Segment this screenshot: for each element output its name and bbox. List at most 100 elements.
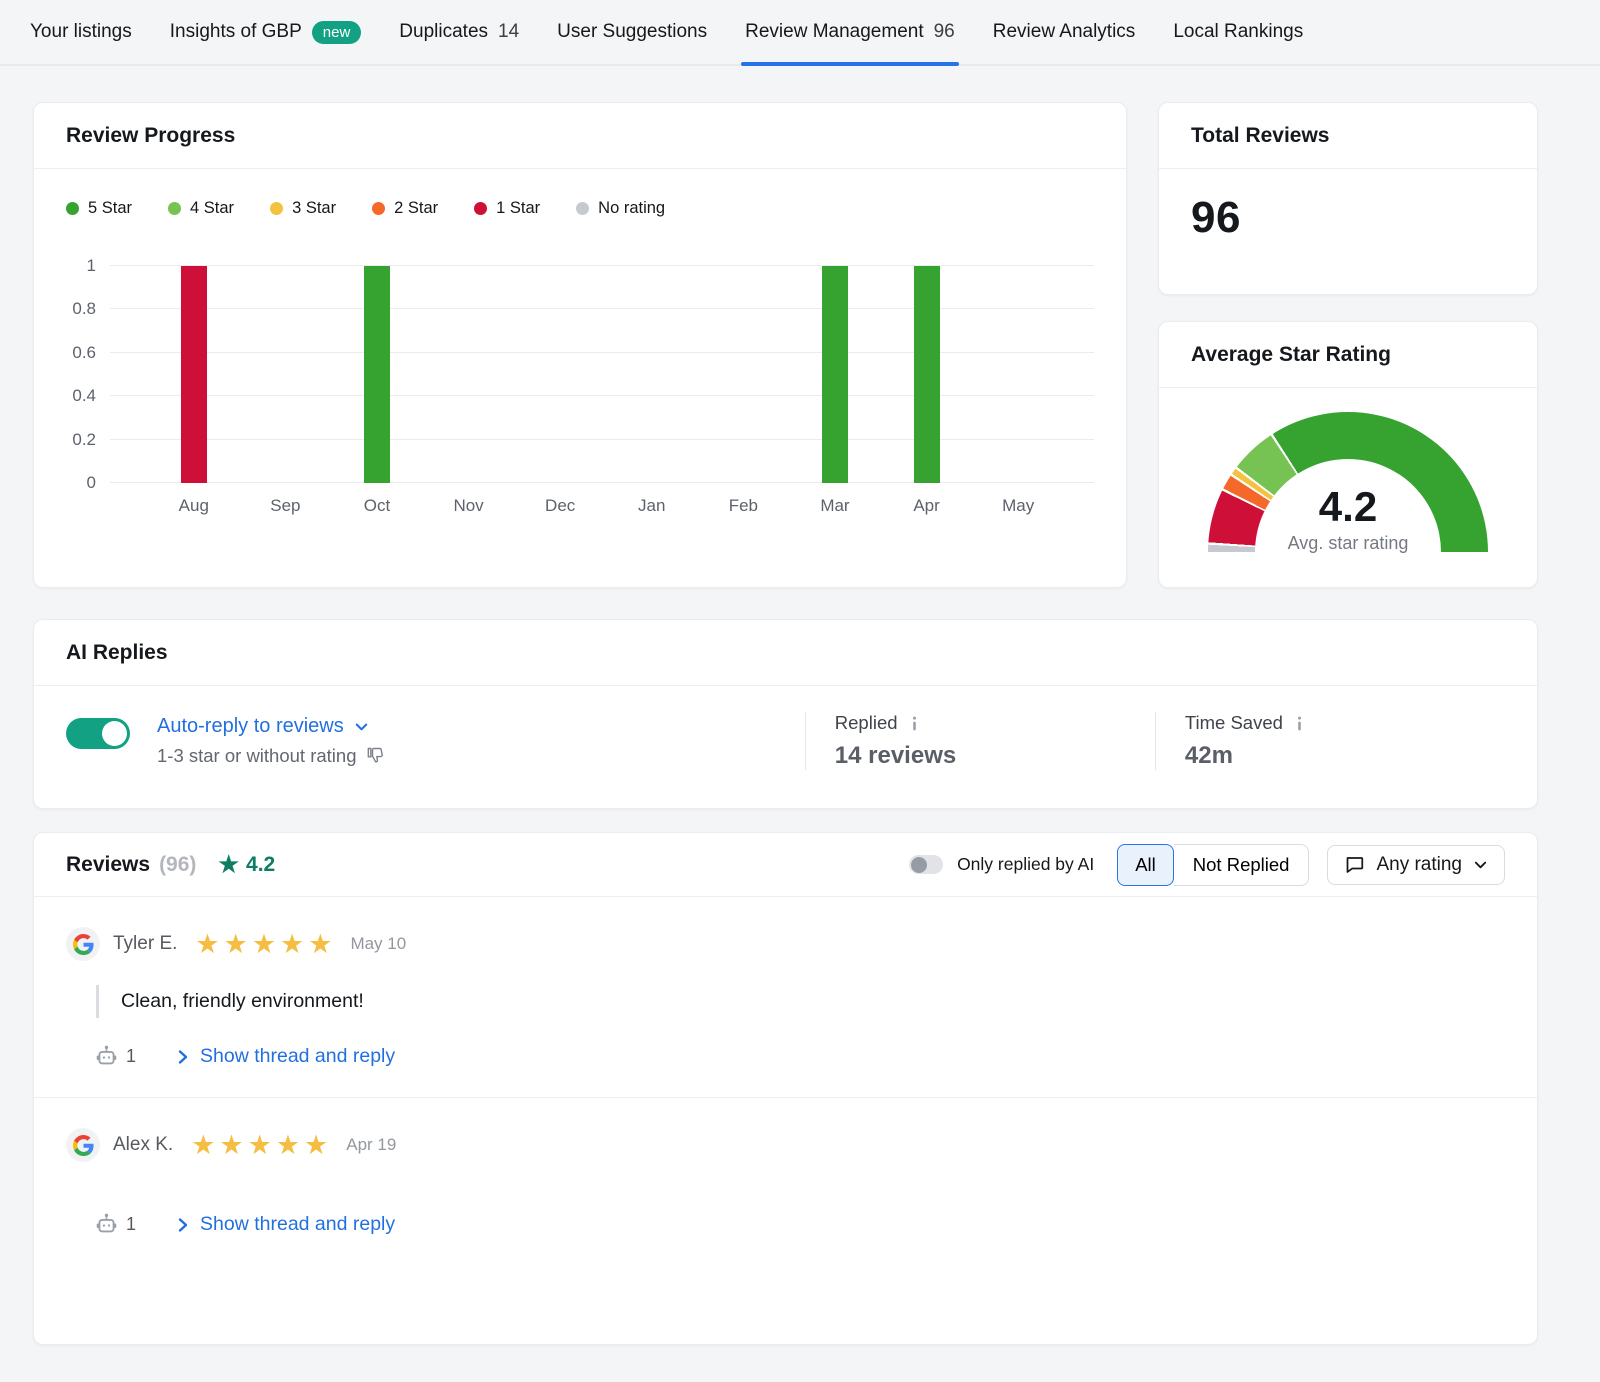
tab-label: Local Rankings: [1173, 21, 1303, 43]
chart-month-slot: [606, 266, 698, 483]
legend-label: 1 Star: [496, 199, 540, 218]
chart-month-slot: [423, 266, 515, 483]
filter-all-button[interactable]: All: [1117, 844, 1174, 886]
chart-y-tick-label: 1: [87, 256, 96, 276]
chart-month-slot: [514, 266, 606, 483]
reviews-average-rating: ★ 4.2: [218, 851, 275, 878]
chart-y-tick-label: 0.4: [72, 386, 96, 406]
reviewer-name: Tyler E.: [113, 933, 177, 955]
info-icon[interactable]: [908, 716, 921, 731]
legend-label: No rating: [598, 199, 665, 218]
legend-label: 5 Star: [88, 199, 132, 218]
tab-your-listings[interactable]: Your listings: [30, 0, 132, 64]
ai-reply-count: 1: [126, 1046, 136, 1067]
tab-local-rankings[interactable]: Local Rankings: [1173, 0, 1303, 64]
ai-robot-icon: [94, 1212, 119, 1237]
replied-filter-segmented: All Not Replied: [1117, 844, 1309, 886]
chart-y-axis: 00.20.40.60.81: [66, 266, 110, 483]
only-replied-by-ai-toggle[interactable]: [909, 855, 943, 874]
tab-count: 14: [498, 21, 519, 43]
chart-month-slot: [331, 266, 423, 483]
average-star-rating-title: Average Star Rating: [1159, 322, 1537, 388]
tab-user-suggestions[interactable]: User Suggestions: [557, 0, 707, 64]
chart-month-slot: [789, 266, 881, 483]
time-saved-value: 42m: [1185, 742, 1505, 770]
tab-label: User Suggestions: [557, 21, 707, 43]
chart-x-tick-label: Feb: [698, 496, 790, 516]
average-star-rating-card: Average Star Rating 4.2 Avg. star rating: [1158, 321, 1538, 588]
star-icon: ★: [218, 851, 239, 878]
auto-reply-criteria: 1-3 star or without rating: [157, 745, 356, 767]
filter-not-replied-button[interactable]: Not Replied: [1174, 844, 1310, 886]
speech-bubble-icon: [1344, 854, 1365, 875]
chart-y-tick-label: 0: [87, 473, 96, 493]
legend-item-3-star[interactable]: 3 Star: [270, 199, 336, 218]
chevron-down-icon: [1473, 857, 1488, 872]
thumbs-down-icon[interactable]: [365, 746, 385, 766]
legend-dot: [576, 202, 589, 215]
chart-x-tick-label: Jan: [606, 496, 698, 516]
legend-dot: [474, 202, 487, 215]
review-progress-card: Review Progress 5 Star 4 Star 3 Star 2 S…: [33, 102, 1127, 588]
chart-x-tick-label: May: [972, 496, 1064, 516]
time-saved-stat: Time Saved 42m: [1155, 712, 1505, 770]
legend-dot: [372, 202, 385, 215]
reviews-count: (96): [159, 853, 196, 877]
legend-item-4-star[interactable]: 4 Star: [168, 199, 234, 218]
tab-count: 96: [934, 21, 955, 43]
tab-review-management[interactable]: Review Management 96: [745, 0, 955, 64]
review-progress-title: Review Progress: [34, 103, 1126, 169]
review-row: Alex K. ★★★★★ Apr 19 1 Show thread and r…: [34, 1097, 1537, 1237]
chart-month-slot: [881, 266, 973, 483]
chart-month-slot: [240, 266, 332, 483]
google-logo-avatar: [66, 927, 100, 961]
tab-insights-of-gbp[interactable]: Insights of GBP new: [170, 0, 362, 64]
rating-filter-value: Any rating: [1376, 854, 1462, 876]
auto-reply-toggle[interactable]: [66, 718, 130, 749]
chart-legend: 5 Star 4 Star 3 Star 2 Star 1 Star No ra…: [66, 199, 1094, 218]
only-replied-by-ai-label: Only replied by AI: [957, 854, 1094, 875]
new-badge: new: [312, 21, 362, 44]
legend-label: 4 Star: [190, 199, 234, 218]
legend-item-2-star[interactable]: 2 Star: [372, 199, 438, 218]
google-logo-avatar: [66, 1128, 100, 1162]
ai-replies-title: AI Replies: [34, 620, 1537, 686]
chevron-right-icon: [176, 1217, 190, 1233]
time-saved-label: Time Saved: [1185, 712, 1283, 734]
legend-item-no-rating[interactable]: No rating: [576, 199, 665, 218]
total-reviews-value: 96: [1159, 169, 1537, 267]
chart-month-slot: [698, 266, 790, 483]
auto-reply-dropdown[interactable]: Auto-reply to reviews: [157, 715, 385, 738]
avg-rating-value: 4.2: [1208, 483, 1488, 531]
rating-filter-dropdown[interactable]: Any rating: [1327, 845, 1505, 885]
tab-review-analytics[interactable]: Review Analytics: [993, 0, 1136, 64]
legend-item-1-star[interactable]: 1 Star: [474, 199, 540, 218]
info-icon[interactable]: [1293, 716, 1306, 731]
chart-x-tick-label: Oct: [331, 496, 423, 516]
avg-rating-caption: Avg. star rating: [1208, 533, 1488, 554]
replied-label: Replied: [835, 712, 898, 734]
chart-bar-5-star: [914, 266, 940, 483]
legend-dot: [168, 202, 181, 215]
legend-item-5-star[interactable]: 5 Star: [66, 199, 132, 218]
review-star-rating: ★★★★★: [191, 1132, 332, 1159]
show-thread-link[interactable]: Show thread and reply: [176, 1045, 395, 1068]
reviews-title: Reviews: [66, 853, 150, 877]
chart-plot-area: [110, 266, 1094, 483]
rating-gauge: 4.2 Avg. star rating: [1208, 412, 1488, 554]
total-reviews-card: Total Reviews 96: [1158, 102, 1538, 295]
review-row: Tyler E. ★★★★★ May 10 Clean, friendly en…: [34, 897, 1537, 1069]
reviewer-name: Alex K.: [113, 1134, 173, 1156]
chart-x-tick-label: Aug: [148, 496, 240, 516]
show-thread-link[interactable]: Show thread and reply: [176, 1213, 395, 1236]
tab-duplicates[interactable]: Duplicates 14: [399, 0, 519, 64]
legend-dot: [270, 202, 283, 215]
replied-value: 14 reviews: [835, 742, 1155, 770]
reviews-card: Reviews (96) ★ 4.2 Only replied by AI Al…: [33, 832, 1538, 1345]
chevron-right-icon: [176, 1049, 190, 1065]
replied-stat: Replied 14 reviews: [805, 712, 1155, 770]
legend-label: 3 Star: [292, 199, 336, 218]
legend-dot: [66, 202, 79, 215]
chart-month-slot: [972, 266, 1064, 483]
chart-month-slot: [148, 266, 240, 483]
